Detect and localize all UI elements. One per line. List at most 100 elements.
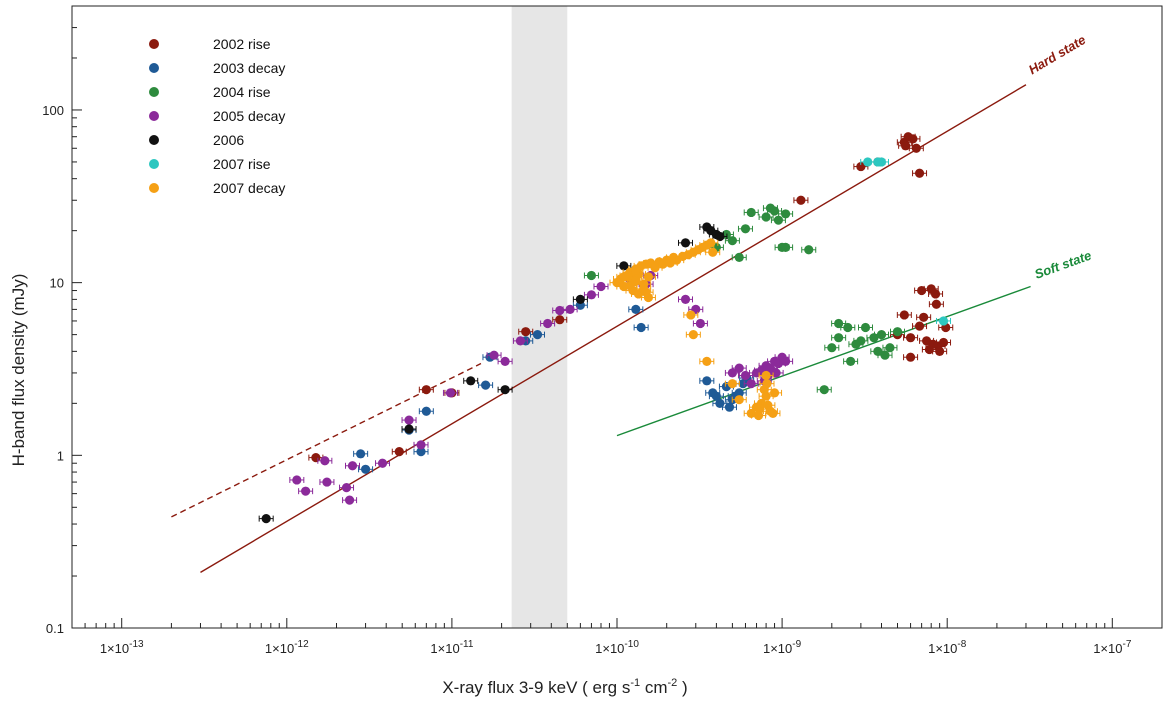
data-point-3-26	[734, 363, 744, 373]
data-point-6-38	[688, 330, 698, 340]
data-point-1-16	[724, 402, 735, 412]
data-point-1-1	[416, 447, 426, 457]
legend-marker-3	[149, 111, 159, 121]
data-point-0-27	[924, 344, 934, 355]
data-point-2-7	[761, 212, 771, 222]
legend-marker-0	[149, 39, 159, 49]
data-point-5-3	[938, 316, 949, 326]
legend-label-6: 2007 decay	[213, 180, 285, 196]
legend-marker-4	[149, 135, 159, 145]
data-point-2-11	[780, 209, 791, 219]
data-point-6-32	[619, 272, 629, 282]
data-point-4-2	[466, 376, 476, 386]
x-tick-label-2: 1×10-11	[430, 639, 473, 656]
data-point-2-28	[851, 339, 861, 349]
axes-layer: 1×10-13 1×10-12 1×10-11 1×10-10 1×10-9 1×10-8…	[42, 5, 1163, 656]
y-tick-label-2: 10	[50, 276, 64, 291]
data-point-1-10	[631, 304, 641, 314]
data-point-6-51	[769, 388, 780, 398]
data-point-6-36	[631, 265, 641, 275]
data-point-2-18	[843, 322, 853, 333]
data-point-2-0	[586, 270, 597, 281]
data-point-2-16	[827, 343, 837, 353]
data-point-4-3	[500, 385, 510, 395]
series-3	[289, 270, 794, 505]
data-point-0-25	[938, 337, 949, 348]
data-point-3-11	[489, 350, 499, 360]
legend-label-3: 2005 decay	[213, 108, 285, 124]
y-tick-label-0: 0.1	[46, 621, 64, 636]
series-2	[583, 203, 905, 395]
data-point-1-8	[532, 330, 543, 340]
data-point-2-9	[769, 206, 780, 216]
data-point-6-47	[761, 391, 771, 401]
legend-label-1: 2003 decay	[213, 60, 285, 76]
data-point-1-5	[481, 380, 491, 390]
data-point-2-29	[880, 350, 890, 360]
data-point-1-18	[734, 388, 744, 398]
x-tick-label-4: 1×10-9	[763, 639, 802, 656]
data-point-0-13	[911, 143, 921, 153]
data-point-6-37	[686, 310, 696, 320]
data-point-2-26	[892, 327, 903, 337]
data-point-0-11	[908, 134, 918, 144]
data-point-2-17	[834, 333, 844, 343]
data-point-4-10	[715, 231, 725, 242]
x-tick-label-1: 1×10-12	[265, 639, 309, 656]
data-point-6-50	[768, 408, 778, 418]
data-point-3-6	[344, 495, 355, 505]
data-point-2-27	[873, 346, 883, 356]
fit-label-2: Soft state	[1033, 248, 1094, 282]
data-point-2-10	[773, 215, 784, 225]
data-point-2-3	[727, 236, 737, 246]
data-point-0-19	[919, 312, 929, 322]
data-point-6-11	[643, 272, 654, 282]
data-point-2-19	[834, 318, 844, 329]
data-point-3-8	[404, 415, 414, 425]
data-point-3-13	[515, 336, 526, 346]
data-point-3-14	[543, 318, 553, 329]
data-point-1-11	[636, 322, 646, 333]
data-point-6-26	[706, 238, 716, 248]
data-point-3-22	[680, 294, 691, 304]
data-point-3-18	[596, 281, 606, 292]
data-point-3-15	[555, 305, 565, 316]
series-6	[609, 238, 783, 421]
data-point-3-3	[322, 477, 332, 487]
data-point-3-0	[292, 475, 302, 485]
data-point-5-0	[863, 157, 873, 167]
data-point-3-27	[740, 370, 751, 381]
data-point-0-2	[394, 447, 404, 457]
data-point-0-5	[555, 315, 565, 325]
data-point-0-12	[901, 141, 911, 151]
data-point-4-4	[575, 294, 585, 304]
fit-line-0	[200, 84, 1027, 573]
data-point-3-16	[565, 304, 575, 314]
fit-label-0: Hard state	[1026, 32, 1088, 77]
data-point-0-30	[931, 299, 941, 309]
legend-label-2: 2004 rise	[213, 84, 271, 100]
x-axis-label-exp2: -2	[668, 677, 678, 689]
x-axis-label: X-ray flux 3-9 keV ( erg s-1 cm-2 )	[442, 677, 687, 697]
data-point-0-17	[905, 333, 916, 343]
data-point-0-16	[899, 310, 909, 320]
data-point-6-27	[708, 247, 718, 257]
data-point-0-20	[917, 285, 927, 296]
data-point-0-22	[930, 289, 941, 299]
x-tick-label-0: 1×10-13	[100, 639, 144, 656]
data-point-2-13	[780, 242, 791, 252]
legend-label-4: 2006	[213, 132, 244, 148]
x-axis-label-exp1: -1	[630, 677, 640, 689]
fit-line-2	[616, 285, 1031, 437]
legend-label-5: 2007 rise	[213, 156, 271, 172]
x-tick-label-5: 1×10-8	[928, 639, 967, 656]
data-point-0-4	[521, 327, 531, 337]
data-point-6-34	[631, 276, 641, 286]
data-point-3-10	[445, 388, 456, 398]
data-point-0-14	[914, 168, 925, 178]
data-point-0-24	[935, 346, 945, 356]
legend-marker-1	[149, 63, 159, 73]
data-point-3-1	[301, 486, 311, 496]
y-tick-label-1: 1	[57, 448, 64, 463]
